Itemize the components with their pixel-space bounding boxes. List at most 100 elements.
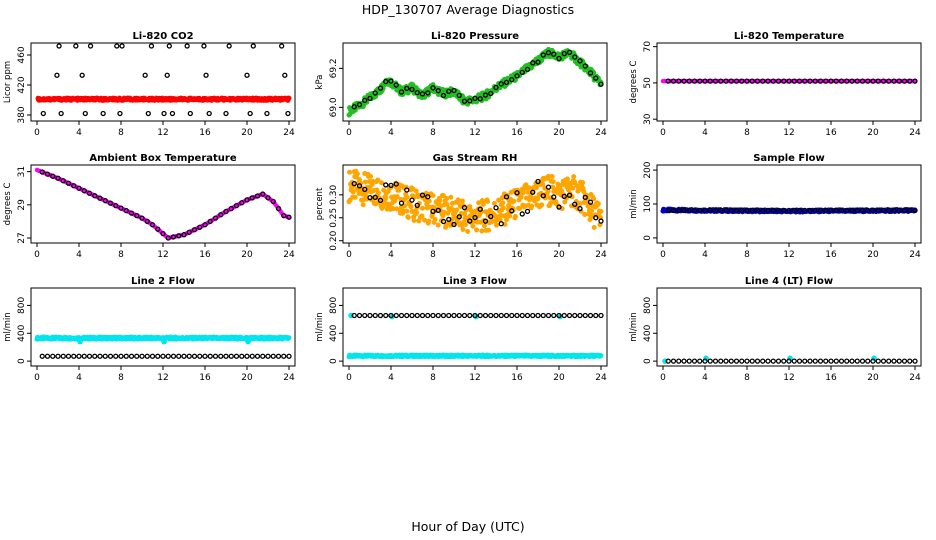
data-point	[580, 180, 586, 186]
data-point	[598, 208, 604, 214]
data-point	[218, 353, 224, 359]
data-point	[556, 312, 562, 319]
data-point	[482, 312, 489, 319]
data-point	[388, 182, 394, 189]
data-point	[367, 194, 373, 201]
data-point	[239, 200, 245, 206]
data-point	[398, 200, 405, 206]
data-point	[519, 312, 525, 319]
y-tick-label: 380	[17, 106, 27, 123]
x-tick-label: 20	[867, 373, 879, 383]
data-point	[239, 353, 245, 359]
plot-marks	[346, 312, 604, 360]
y-tick-label: 400	[643, 324, 653, 341]
x-tick-label: 0	[660, 128, 666, 138]
plot-marks	[346, 168, 604, 234]
data-point	[760, 78, 766, 84]
data-point	[591, 196, 597, 202]
data-point	[823, 207, 829, 214]
data-point	[765, 78, 771, 84]
y-tick-label: 69.0	[329, 97, 339, 117]
data-point	[448, 194, 454, 200]
x-tick-label: 8	[118, 373, 124, 383]
data-point	[446, 312, 452, 319]
data-point	[233, 353, 240, 359]
panel-line2: Line 2 Flow ml/min 0 4 8 12 16 20 24 0 400 800	[3, 276, 296, 383]
data-point	[181, 232, 187, 238]
data-point	[426, 198, 432, 204]
data-point	[802, 358, 808, 364]
data-point	[117, 110, 123, 117]
data-point	[467, 218, 473, 224]
data-point	[838, 207, 845, 214]
data-point	[812, 358, 818, 364]
x-tick-label: 16	[825, 128, 837, 138]
data-point	[907, 207, 913, 214]
data-point	[760, 358, 766, 364]
data-point	[901, 207, 908, 214]
data-point	[477, 96, 483, 102]
data-point	[393, 181, 399, 187]
x-tick-label: 12	[469, 128, 480, 138]
data-point	[481, 223, 487, 229]
data-point	[823, 358, 829, 364]
data-point	[44, 353, 51, 359]
data-point	[545, 50, 552, 56]
data-point	[165, 235, 171, 241]
data-point	[530, 312, 536, 319]
data-point	[170, 353, 177, 359]
data-point	[164, 72, 170, 78]
data-point	[880, 207, 887, 214]
data-point	[556, 204, 562, 210]
data-point	[40, 110, 46, 117]
data-point	[728, 358, 734, 364]
data-point	[388, 312, 394, 319]
data-point	[379, 180, 385, 186]
data-point	[456, 312, 462, 319]
data-point	[728, 207, 734, 214]
data-point	[440, 312, 447, 319]
data-point	[519, 211, 525, 217]
data-point	[425, 194, 431, 200]
data-point	[367, 95, 373, 102]
data-point	[352, 194, 358, 200]
data-point	[86, 353, 93, 359]
data-point	[76, 353, 82, 359]
data-point	[697, 78, 703, 84]
data-point	[854, 207, 860, 214]
data-point	[712, 78, 719, 84]
data-point	[97, 353, 103, 359]
data-point	[201, 43, 207, 49]
data-point	[149, 353, 156, 359]
data-point	[760, 207, 766, 214]
data-point	[422, 217, 428, 223]
data-point	[849, 358, 855, 364]
data-point	[812, 207, 818, 214]
data-point	[865, 207, 871, 214]
data-point	[245, 338, 251, 345]
data-point	[533, 185, 539, 191]
data-point	[244, 72, 250, 78]
data-point	[281, 353, 287, 359]
data-point	[351, 312, 357, 319]
data-point	[393, 312, 399, 319]
data-point	[754, 207, 761, 214]
data-point	[350, 189, 356, 195]
x-tick-label: 4	[702, 373, 708, 383]
data-point	[676, 358, 682, 364]
data-point	[524, 66, 531, 72]
data-point	[886, 207, 892, 214]
data-point	[149, 222, 156, 228]
data-point	[362, 97, 368, 104]
data-point	[161, 110, 167, 117]
data-point	[102, 198, 108, 204]
data-point	[176, 353, 182, 359]
data-point	[875, 358, 881, 364]
data-point	[419, 312, 426, 319]
data-point	[375, 177, 381, 183]
data-point	[381, 187, 387, 193]
data-point	[113, 203, 119, 209]
data-point	[754, 358, 761, 364]
x-tick-label: 16	[825, 250, 837, 260]
